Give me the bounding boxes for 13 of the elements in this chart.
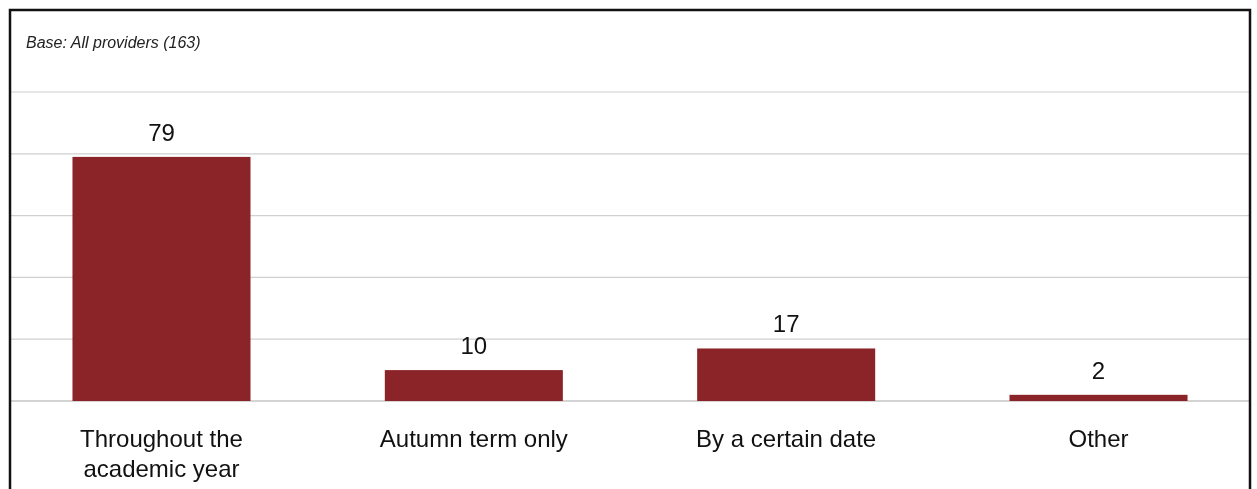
x-tick-label: Autumn term only	[379, 425, 568, 452]
data-label: 2	[1091, 356, 1106, 384]
bar	[697, 348, 876, 401]
bar	[72, 156, 251, 401]
data-label: 10	[460, 332, 488, 360]
x-tick-label: Other	[1068, 425, 1129, 452]
x-tick-label: By a certain date	[696, 425, 877, 452]
x-tick-label: Throughout the academic year	[80, 425, 243, 482]
data-label: 79	[148, 118, 175, 146]
bar	[1009, 394, 1188, 401]
data-label: 17	[772, 310, 800, 338]
bar	[384, 370, 563, 401]
text: Base: All providers (163)	[26, 34, 201, 51]
